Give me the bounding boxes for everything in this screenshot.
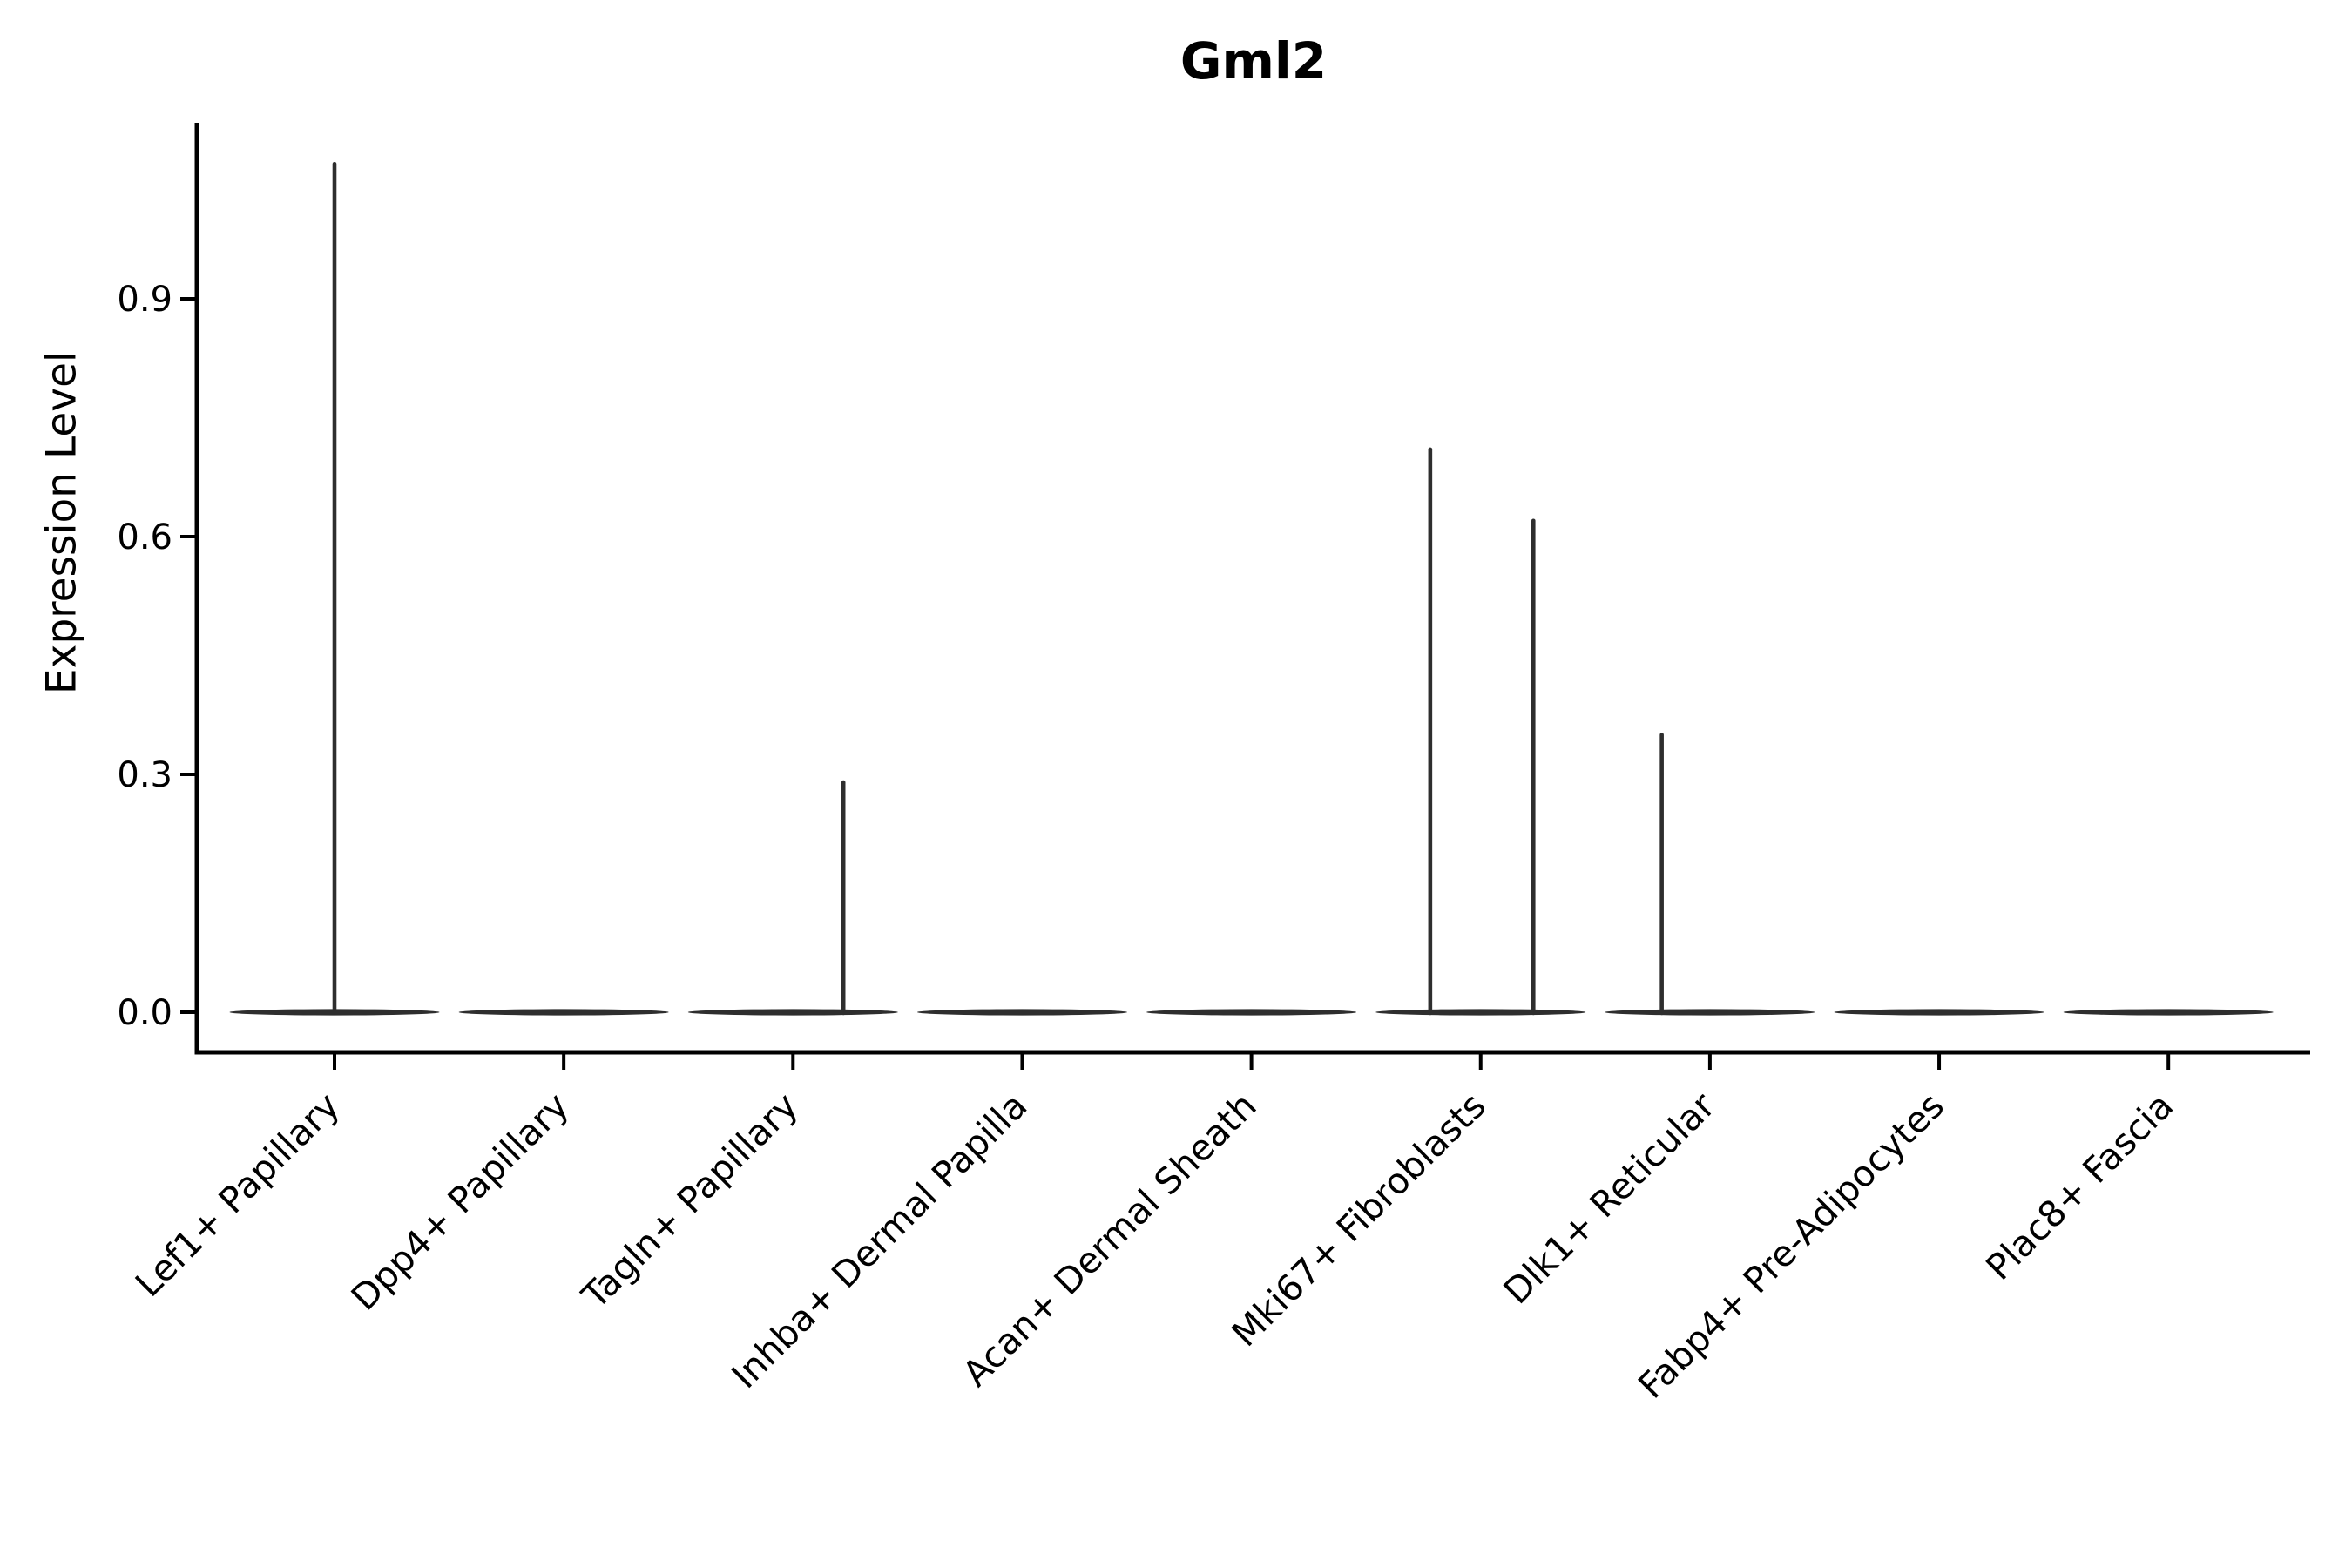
y-tick-label: 0.6 [117,517,172,558]
chart-title: Gml2 [1179,31,1328,91]
violin-body [2063,1009,2274,1016]
y-tick-label: 0.0 [117,993,172,1033]
x-tick-label: Dpp4+ Papillary [343,1085,577,1318]
x-tick-label: Plac8+ Fascia [1977,1085,2181,1288]
x-tick-label: Mki67+ Fibroblasts [1224,1085,1494,1355]
y-tick-label: 0.3 [117,755,172,795]
violin-body [1605,1009,1815,1016]
x-tick-label: Lef1+ Papillary [127,1085,348,1305]
violin-body [1375,1009,1586,1016]
x-tick-label: Dlk1+ Reticular [1496,1085,1723,1312]
y-tick-label: 0.9 [117,280,172,320]
violin-body [687,1009,898,1016]
violin-body [1834,1009,2044,1016]
violin-body [1146,1009,1357,1016]
violin-body [916,1009,1127,1016]
x-tick-label: Tagln+ Papillary [573,1085,806,1317]
violin-body [458,1009,669,1016]
